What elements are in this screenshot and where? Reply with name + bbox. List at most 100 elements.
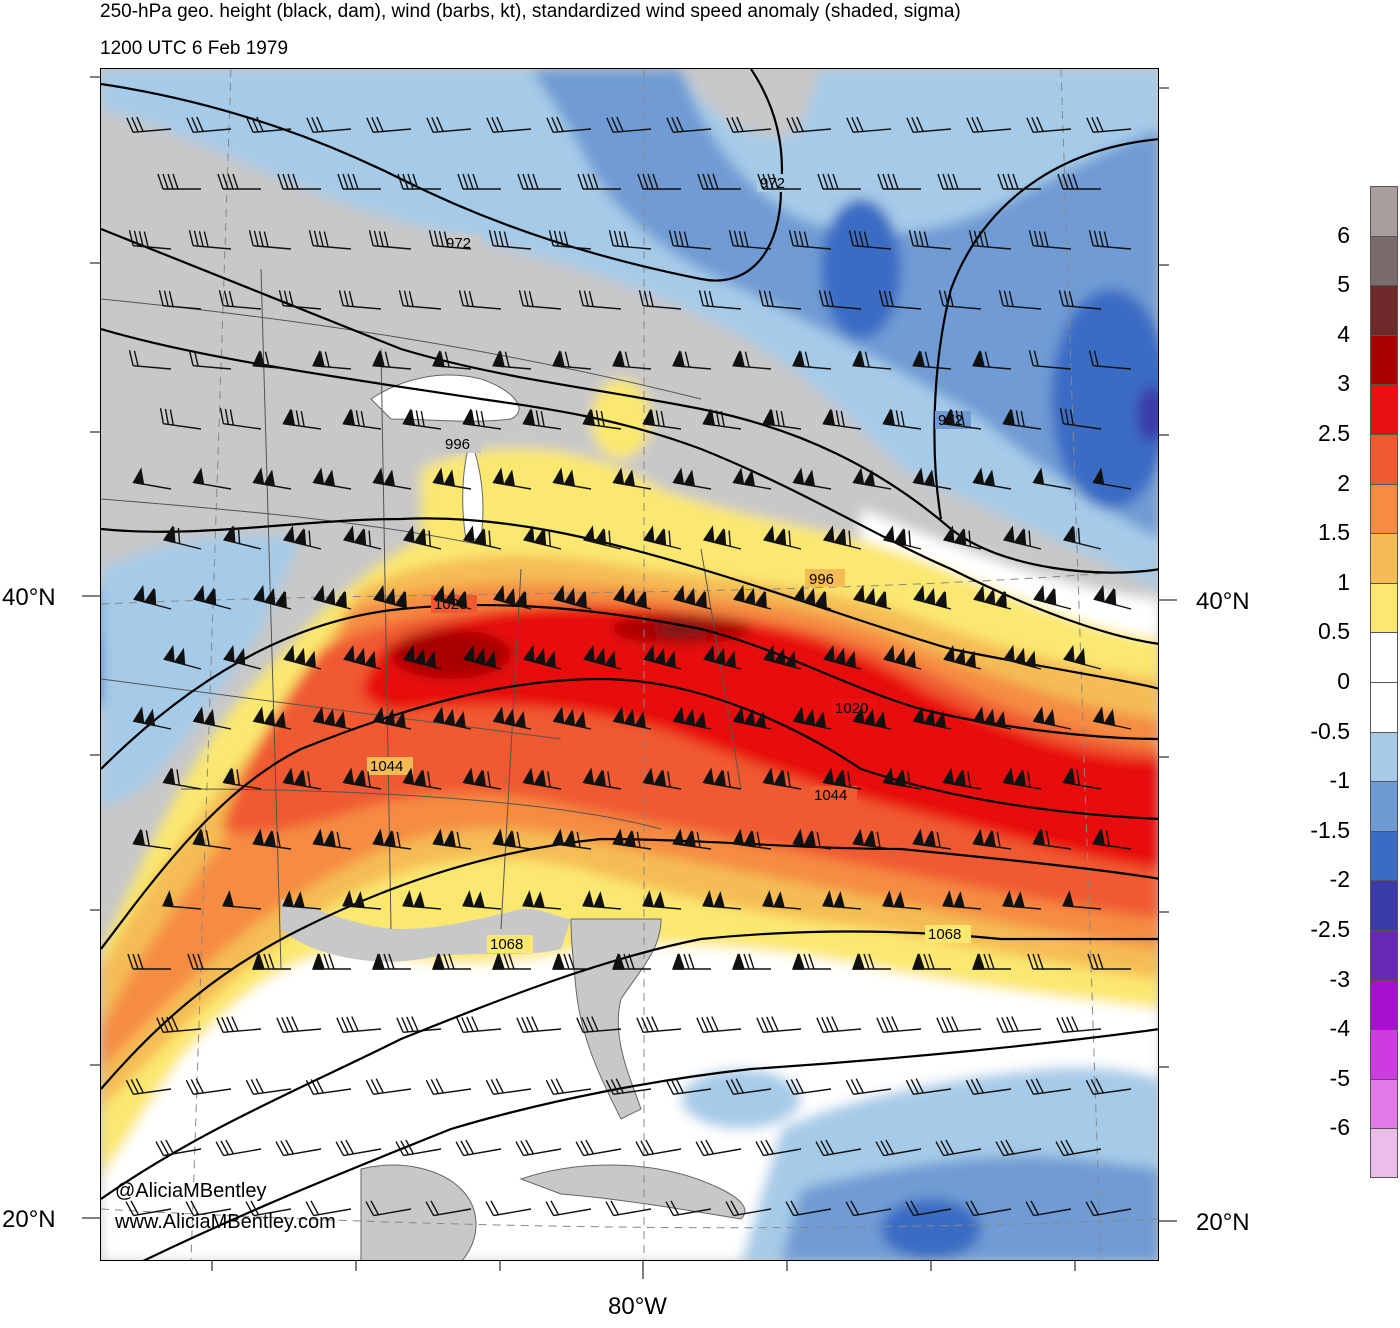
wind-barb (756, 1016, 802, 1034)
wind-barb (845, 1200, 892, 1217)
contour-label: 1068 (928, 926, 961, 943)
wind-barb (1085, 1200, 1132, 1217)
wind-barb (159, 408, 202, 430)
wind-barb (822, 525, 862, 550)
colorbar-swatch (1370, 433, 1398, 484)
wind-barb (403, 644, 442, 670)
wind-barb (402, 525, 442, 550)
wind-barb (517, 173, 561, 190)
colorbar-swatch (1370, 681, 1398, 732)
colorbar-swatch (1370, 186, 1398, 236)
colorbar-swatch (1370, 235, 1398, 286)
colorbar-label: 1 (1337, 568, 1350, 595)
wind-barb (342, 408, 382, 430)
wind-barb (1058, 290, 1102, 310)
wind-barb (252, 467, 292, 490)
wind-barb (552, 706, 592, 730)
wind-barb (937, 173, 981, 190)
wind-barb (642, 890, 682, 910)
wind-barb (877, 173, 921, 190)
wind-barb (133, 584, 172, 610)
wind-barb (582, 890, 622, 910)
wind-barb (762, 408, 802, 430)
wind-barb (1002, 767, 1042, 790)
wind-barb (215, 1139, 262, 1157)
wind-barb (128, 230, 172, 250)
wind-barb (335, 1139, 382, 1157)
wind-barb (852, 828, 892, 850)
wind-barb (642, 408, 682, 430)
wind-barb (672, 350, 712, 370)
map-valid-time: 1200 UTC 6 Feb 1979 (100, 38, 289, 59)
colorbar-swatch (1370, 582, 1398, 633)
wind-barb (283, 644, 322, 670)
colorbar-label: -0.5 (1310, 717, 1350, 744)
wind-barb (463, 644, 502, 670)
wind-barb (732, 706, 772, 730)
wind-barb (305, 1078, 352, 1095)
wind-barb (612, 952, 651, 970)
wind-barb (455, 1139, 502, 1157)
wind-barb (522, 767, 562, 790)
wind-barb (852, 952, 891, 970)
wind-barb (642, 525, 682, 550)
wind-barb (638, 290, 682, 310)
wind-barb (1002, 890, 1042, 910)
wind-barb (305, 1200, 352, 1217)
colorbar-label: -4 (1329, 1015, 1350, 1042)
wind-barb (516, 1016, 562, 1034)
wind-barb (125, 1078, 172, 1095)
wind-barb (432, 828, 472, 850)
wind-barb (636, 1016, 682, 1034)
wind-barb (156, 1016, 202, 1034)
wind-barb (815, 1139, 862, 1157)
wind-barb (852, 467, 892, 490)
wind-barb (665, 1200, 712, 1217)
anomaly-neg15-se (881, 1199, 981, 1259)
wind-barb (162, 890, 202, 910)
wind-barb (515, 1139, 562, 1157)
wind-barb (186, 116, 232, 134)
wind-barb (878, 290, 922, 310)
wind-barb (612, 828, 652, 850)
wind-barb (1088, 230, 1132, 250)
wind-barb (853, 584, 892, 610)
wind-barb (938, 290, 982, 310)
wind-barb (157, 173, 201, 190)
colorbar-swatch (1370, 979, 1398, 1030)
wind-barb (245, 1078, 292, 1095)
wind-barb (193, 584, 232, 610)
wind-barb (972, 467, 1012, 490)
wind-barb (1087, 953, 1131, 970)
wind-barb (276, 1016, 322, 1034)
wind-barb (822, 767, 862, 790)
wind-barb (492, 828, 532, 850)
wind-barb (486, 116, 532, 134)
anomaly-neg15-east (1051, 289, 1158, 509)
wind-barb (702, 767, 742, 790)
wind-barb (192, 828, 232, 850)
colorbar-swatch (1370, 632, 1398, 682)
wind-barb (188, 230, 232, 250)
wind-barb (252, 952, 291, 970)
great-lakes-white (370, 374, 520, 422)
wind-barb (312, 828, 352, 850)
wind-barb (552, 467, 592, 490)
colorbar-label: -6 (1329, 1114, 1350, 1141)
contour-label: 996 (445, 436, 470, 453)
wind-barb (995, 1139, 1042, 1157)
wind-barb (552, 952, 591, 970)
wind-barb (998, 290, 1042, 310)
wind-barb (185, 1200, 232, 1217)
wind-barb (248, 230, 292, 250)
wind-barb (613, 584, 652, 610)
wind-barb (637, 173, 681, 190)
wind-barb (703, 644, 742, 670)
wind-barb (912, 952, 951, 970)
colorbar-swatch (1370, 533, 1398, 583)
wind-barb (672, 706, 712, 730)
wind-barb (908, 230, 952, 250)
wind-barb (942, 890, 982, 910)
colorbar-label: 0 (1337, 668, 1350, 694)
